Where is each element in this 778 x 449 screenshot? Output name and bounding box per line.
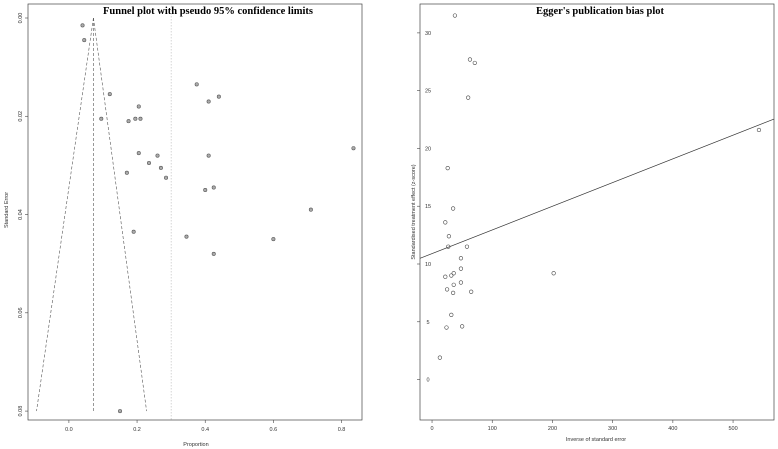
funnel-lower-limit-line (36, 17, 94, 412)
funnel-x-axis: 0.0 0.2 0.4 0.6 0.8 (65, 420, 345, 433)
funnel-point (206, 153, 211, 158)
egger-y-tick-label: 5 (426, 320, 429, 326)
egger-point (466, 95, 471, 100)
funnel-confidence-lines (36, 4, 172, 420)
egger-point (551, 271, 556, 276)
egger-point (467, 57, 473, 62)
funnel-point (203, 187, 208, 192)
egger-y-axis: 0 5 10 15 20 25 30 (417, 31, 431, 384)
egger-point (444, 325, 449, 330)
egger-point (451, 290, 456, 295)
egger-point (446, 234, 451, 239)
funnel-point (99, 116, 104, 121)
funnel-point (118, 409, 123, 414)
egger-point (458, 266, 464, 271)
egger-point (458, 256, 464, 261)
egger-point (444, 287, 450, 292)
egger-points (437, 13, 762, 360)
egger-plot-frame (419, 3, 775, 421)
funnel-point (136, 104, 141, 109)
funnel-point (194, 82, 199, 87)
funnel-point (206, 99, 211, 104)
funnel-point (82, 38, 87, 43)
egger-point (452, 13, 458, 18)
egger-point (443, 274, 448, 279)
funnel-y-tick-label: 0.00 (18, 13, 24, 24)
funnel-plot: Funnel plot with pseudo 95% confidence l… (4, 3, 363, 448)
egger-point (449, 312, 454, 317)
egger-y-tick-label: 20 (425, 146, 431, 152)
egger-point (451, 206, 456, 211)
funnel-point (211, 251, 216, 256)
funnel-point (216, 94, 221, 99)
egger-point (437, 355, 442, 360)
egger-point (472, 60, 477, 66)
funnel-x-tick-label: 0.0 (65, 427, 73, 433)
funnel-y-tick-label: 0.06 (18, 307, 24, 318)
egger-point (446, 244, 451, 249)
egger-y-tick-label: 25 (425, 89, 431, 95)
egger-point (458, 280, 464, 285)
egger-point (443, 220, 448, 225)
egger-y-tick-label: 15 (425, 204, 431, 210)
funnel-x-tick-label: 0.2 (133, 427, 141, 433)
funnel-point (211, 185, 216, 190)
funnel-point (133, 116, 138, 121)
egger-x-axis: 0 100 200 300 400 500 (431, 420, 738, 432)
egger-point (445, 165, 450, 171)
egger-point (464, 244, 470, 249)
funnel-upper-limit-line (93, 17, 147, 412)
egger-x-tick-label: 300 (608, 426, 617, 432)
funnel-x-tick-label: 0.4 (201, 427, 209, 433)
funnel-x-label: Proportion (183, 442, 208, 448)
funnel-point (351, 146, 356, 151)
egger-x-label: Inverse of standard error (566, 437, 626, 443)
funnel-point (107, 92, 112, 97)
funnel-point (80, 23, 85, 28)
egger-y-tick-label: 10 (425, 262, 431, 268)
funnel-x-tick-label: 0.6 (270, 427, 278, 433)
funnel-point (271, 237, 276, 242)
funnel-title: Funnel plot with pseudo 95% confidence l… (103, 6, 313, 17)
funnel-x-tick-label: 0.8 (338, 427, 346, 433)
funnel-point (164, 175, 169, 180)
funnel-y-axis: 0.00 0.02 0.04 0.06 0.08 (18, 13, 28, 417)
funnel-point (146, 160, 151, 165)
egger-x-tick-label: 0 (431, 426, 434, 432)
funnel-y-tick-label: 0.02 (18, 111, 24, 122)
egger-point (451, 282, 456, 287)
egger-x-tick-label: 100 (488, 426, 497, 432)
egger-point (756, 127, 762, 133)
funnel-point (124, 170, 129, 175)
egger-point (451, 271, 456, 276)
funnel-points (80, 23, 356, 414)
funnel-point (138, 116, 143, 121)
egger-x-tick-label: 500 (728, 426, 737, 432)
egger-point (460, 324, 465, 329)
funnel-y-tick-label: 0.08 (18, 406, 24, 417)
funnel-point (155, 153, 160, 158)
egger-regression (419, 118, 775, 259)
funnel-plot-frame (27, 3, 363, 421)
egger-point (449, 273, 454, 278)
egger-regression-line (419, 118, 775, 259)
funnel-y-label: Standard Error (4, 192, 10, 228)
funnel-point (131, 229, 136, 234)
egger-x-tick-label: 400 (668, 426, 677, 432)
egger-y-tick-label: 30 (425, 31, 431, 37)
funnel-point (126, 119, 131, 124)
funnel-point (308, 207, 313, 212)
funnel-point (158, 165, 163, 170)
egger-y-tick-label: 0 (426, 378, 429, 384)
egger-y-label: Standardised treatment effect (z-score) (411, 164, 417, 259)
funnel-point (136, 151, 141, 156)
egger-title: Egger's publication bias plot (536, 6, 665, 17)
egger-point (469, 289, 474, 294)
funnel-y-tick-label: 0.04 (18, 209, 24, 220)
funnel-point (184, 234, 189, 239)
egger-x-tick-label: 200 (548, 426, 557, 432)
egger-plot: Egger's publication bias plot 0 100 200 300… (411, 3, 775, 443)
